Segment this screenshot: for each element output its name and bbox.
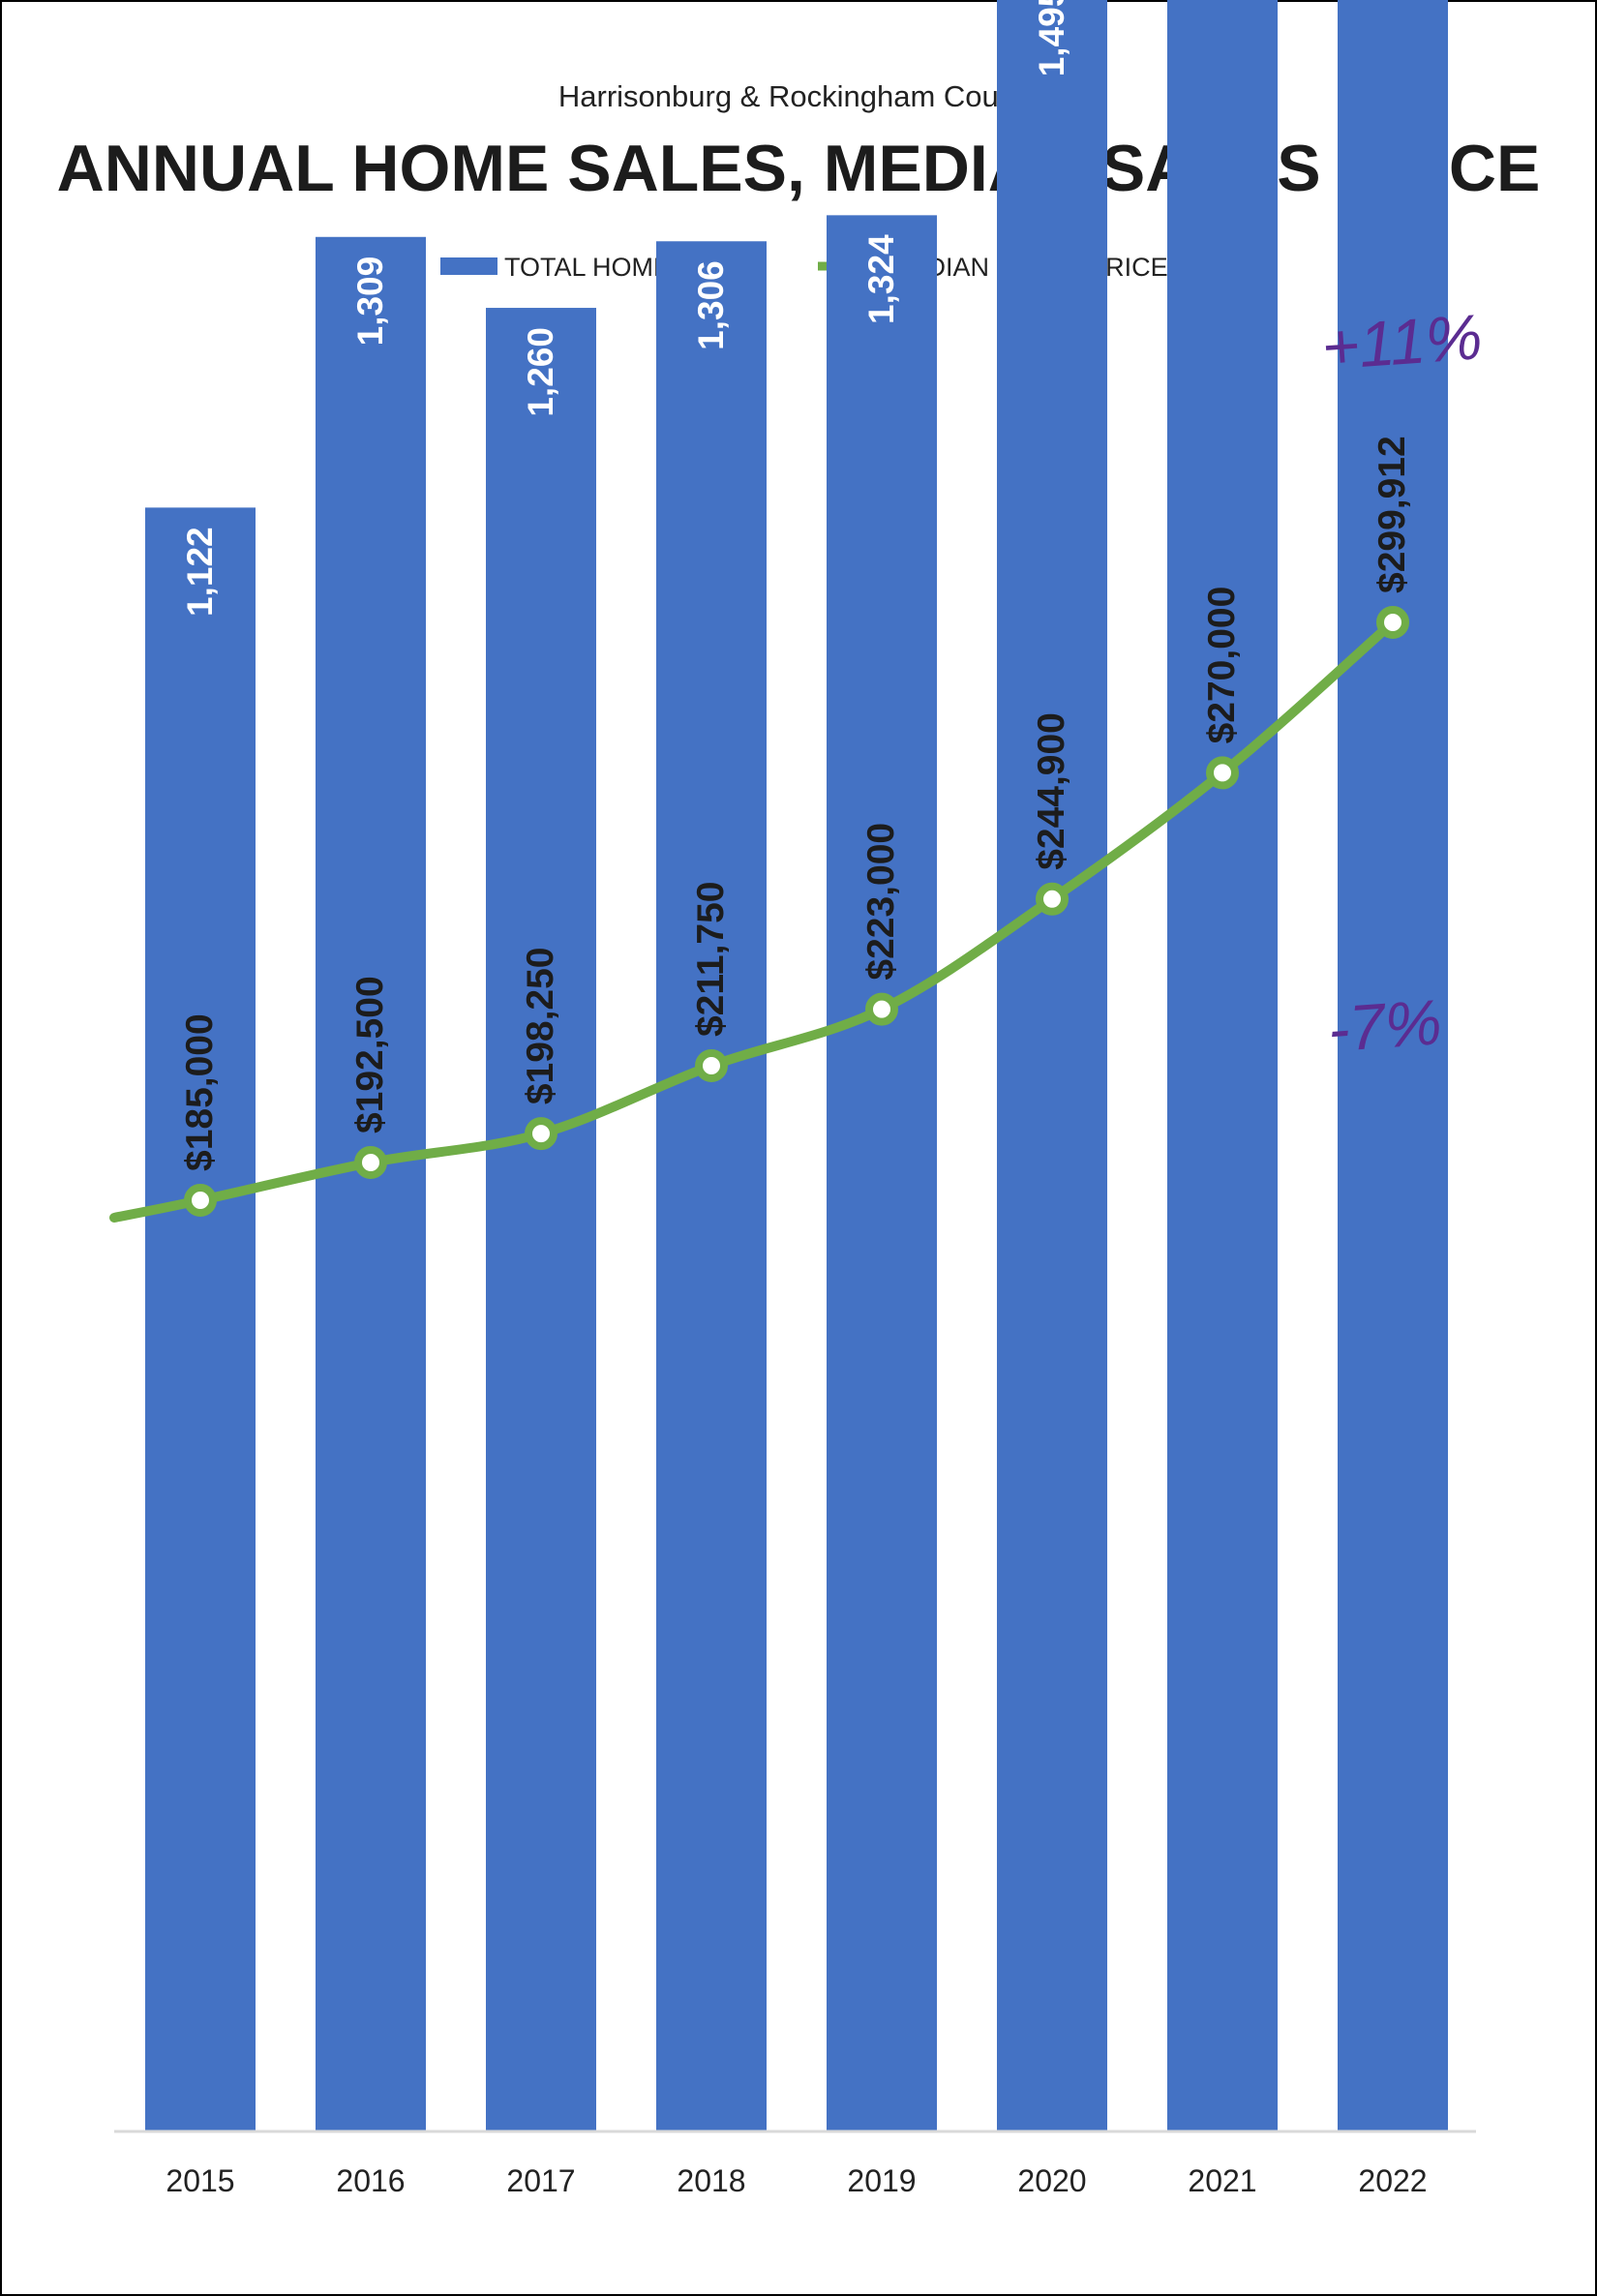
bar-value-label-2019: 1,324: [861, 234, 901, 324]
bar-2016: [316, 236, 426, 2131]
annotation-price-change: +11%: [1319, 300, 1485, 382]
price-point-2020: [1036, 882, 1069, 916]
chart-title: ANNUAL HOME SALES, MEDIAN SALES PRICE: [56, 132, 1541, 205]
price-point-2021: [1206, 756, 1239, 790]
price-label-2015: $185,000: [179, 1013, 221, 1171]
x-tick-2016: 2016: [336, 2163, 405, 2198]
median-price-line: [109, 618, 1398, 1223]
bar-value-label-2016: 1,309: [350, 257, 390, 347]
price-label-2016: $192,500: [349, 976, 391, 1133]
bar-2022: [1338, 0, 1448, 2131]
price-label-2020: $244,900: [1031, 712, 1072, 870]
bar-2015: [145, 507, 256, 2131]
price-point-2022: [1376, 606, 1409, 639]
price-point-2015: [184, 1184, 217, 1217]
bar-2017: [486, 308, 596, 2132]
x-tick-2020: 2020: [1017, 2163, 1086, 2198]
bar-value-label-2015: 1,122: [180, 527, 220, 617]
bar-2021: [1167, 0, 1278, 2132]
price-line-layer: $185,000 $192,500 $198,250 $211,750 $223,000…: [109, 436, 1413, 1223]
bar-value-label-2018: 1,306: [691, 260, 731, 350]
bar-2020: [997, 0, 1107, 2131]
price-point-2016: [354, 1146, 387, 1180]
price-label-2018: $211,750: [690, 882, 732, 1038]
bar-value-label-2017: 1,260: [521, 327, 560, 417]
x-tick-2017: 2017: [506, 2163, 575, 2198]
price-label-2019: $223,000: [860, 823, 902, 981]
price-label-2022: $299,912: [1371, 436, 1413, 593]
bar-2018: [656, 241, 767, 2131]
price-point-2019: [865, 992, 898, 1026]
x-tick-2018: 2018: [677, 2163, 745, 2198]
x-tick-2015: 2015: [166, 2163, 234, 2198]
bar-value-label-2020: 1,495: [1032, 0, 1071, 76]
x-tick-2019: 2019: [847, 2163, 916, 2198]
annotation-sales-change: -7%: [1326, 985, 1444, 1065]
price-point-2018: [695, 1049, 728, 1083]
legend-bar-swatch: [440, 257, 497, 275]
chart-subtitle: Harrisonburg & Rockingham County: [557, 79, 1040, 113]
price-point-2017: [525, 1117, 557, 1151]
x-tick-labels: 2015 2016 2017 2018 2019 2020 2021 2022: [166, 2163, 1427, 2198]
price-label-2017: $198,250: [520, 947, 561, 1104]
x-tick-2022: 2022: [1358, 2163, 1427, 2198]
bar-2019: [827, 215, 937, 2131]
x-tick-2021: 2021: [1188, 2163, 1256, 2198]
price-label-2021: $270,000: [1201, 587, 1243, 744]
